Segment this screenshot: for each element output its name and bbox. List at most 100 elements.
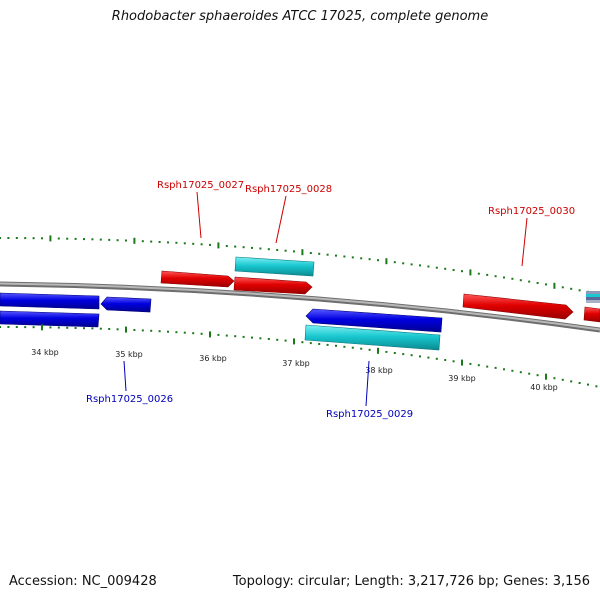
minor-tick bbox=[578, 382, 581, 384]
scale-labels: 34 kbp 35 kbp 36 kbp 37 kbp 38 kbp 39 kb… bbox=[31, 348, 558, 392]
major-tick bbox=[125, 326, 127, 333]
gene-rsph17025-0029[interactable] bbox=[305, 308, 443, 333]
minor-tick bbox=[116, 328, 119, 331]
minor-tick bbox=[435, 266, 438, 269]
minor-tick bbox=[251, 336, 253, 339]
scale-label: 36 kbp bbox=[199, 354, 227, 363]
major-tick bbox=[49, 235, 52, 242]
minor-tick bbox=[452, 360, 455, 363]
minor-tick bbox=[343, 345, 346, 348]
scale-label: 38 kbp bbox=[365, 366, 393, 375]
accession-text: Accession: NC_009428 bbox=[9, 574, 157, 589]
minor-tick bbox=[242, 335, 245, 338]
minor-tick bbox=[108, 238, 111, 241]
minor-tick bbox=[435, 357, 438, 360]
minor-tick bbox=[477, 272, 480, 275]
gene-rsph17025-0030[interactable] bbox=[462, 293, 574, 320]
minor-tick bbox=[259, 337, 262, 340]
minor-tick bbox=[335, 254, 337, 257]
label-leaders bbox=[123, 191, 528, 407]
minor-tick bbox=[519, 371, 522, 374]
leader-rsph17025-0026 bbox=[123, 360, 127, 392]
minor-tick bbox=[108, 328, 111, 330]
gene-edge-red[interactable] bbox=[583, 306, 600, 323]
minor-tick bbox=[494, 275, 497, 278]
minor-tick bbox=[326, 253, 329, 256]
gene-rsph17025-0028[interactable] bbox=[233, 276, 313, 295]
minor-tick bbox=[234, 245, 237, 248]
minor-tick bbox=[511, 369, 514, 372]
minor-tick bbox=[57, 237, 60, 240]
scale-label: 40 kbp bbox=[530, 383, 558, 392]
minor-tick bbox=[536, 282, 539, 284]
gene-label-rsph17025-0030[interactable]: Rsph17025_0030 bbox=[488, 206, 575, 217]
minor-tick bbox=[150, 329, 153, 332]
minor-tick bbox=[7, 237, 10, 239]
minor-tick bbox=[309, 342, 312, 345]
map-title: Rhodobacter sphaeroides ATCC 17025, comp… bbox=[111, 9, 489, 24]
minor-tick bbox=[402, 262, 405, 265]
minor-tick bbox=[183, 331, 186, 334]
minor-tick bbox=[511, 277, 514, 280]
minor-tick bbox=[444, 267, 447, 270]
minor-tick bbox=[192, 332, 195, 335]
gene-rsph17025-0028-frame bbox=[234, 256, 315, 277]
gene-edge-stack-1 bbox=[586, 291, 600, 294]
leader-rsph17025-0027 bbox=[196, 191, 202, 239]
major-tick bbox=[385, 258, 388, 265]
major-tick bbox=[461, 359, 463, 366]
gene-label-rsph17025-0026[interactable]: Rsph17025_0026 bbox=[86, 394, 173, 405]
minor-tick bbox=[326, 343, 329, 346]
minor-tick bbox=[276, 338, 279, 341]
minor-tick bbox=[469, 362, 472, 365]
gene-label-rsph17025-0028[interactable]: Rsph17025_0028 bbox=[245, 184, 332, 195]
minor-tick bbox=[427, 356, 430, 359]
minor-tick bbox=[595, 385, 598, 388]
gene-labels: Rsph17025_0026 Rsph17025_0027 Rsph17025_… bbox=[86, 180, 575, 420]
gene-reverse-lower-blue[interactable] bbox=[0, 310, 100, 328]
minor-tick bbox=[301, 341, 304, 344]
minor-tick bbox=[293, 250, 295, 253]
minor-tick bbox=[242, 246, 245, 249]
minor-tick bbox=[309, 252, 312, 254]
minor-tick bbox=[74, 237, 77, 240]
leader-rsph17025-0030 bbox=[521, 217, 528, 267]
gene-label-rsph17025-0029[interactable]: Rsph17025_0029 bbox=[326, 409, 413, 420]
minor-tick bbox=[74, 327, 77, 329]
minor-tick bbox=[141, 240, 144, 243]
gene-rsph17025-0025[interactable] bbox=[0, 292, 100, 310]
minor-tick bbox=[150, 240, 153, 243]
minor-tick bbox=[267, 248, 270, 251]
gene-rsph17025-0026[interactable] bbox=[100, 296, 152, 313]
minor-tick bbox=[15, 237, 18, 239]
minor-tick bbox=[99, 327, 102, 330]
minor-tick bbox=[360, 257, 363, 260]
gene-edge-stack-3 bbox=[586, 297, 600, 300]
minor-tick bbox=[217, 333, 220, 336]
gene-rsph17025-0027[interactable] bbox=[160, 270, 235, 288]
minor-tick bbox=[175, 241, 178, 244]
leader-rsph17025-0028 bbox=[275, 195, 287, 244]
minor-tick bbox=[0, 326, 1, 328]
minor-tick bbox=[452, 269, 455, 271]
minor-tick bbox=[570, 380, 573, 383]
minor-tick bbox=[175, 331, 178, 334]
minor-tick bbox=[7, 326, 10, 328]
minor-tick bbox=[419, 355, 421, 358]
minor-tick bbox=[377, 259, 379, 262]
minor-tick bbox=[486, 365, 489, 368]
gene-label-rsph17025-0027[interactable]: Rsph17025_0027 bbox=[157, 180, 244, 191]
minor-tick bbox=[24, 326, 27, 329]
minor-tick bbox=[419, 264, 421, 267]
minor-tick bbox=[49, 326, 52, 329]
genome-backbone-highlight bbox=[0, 282, 600, 331]
minor-tick bbox=[368, 348, 371, 351]
minor-tick bbox=[284, 249, 287, 252]
minor-tick bbox=[66, 326, 69, 329]
minor-tick bbox=[410, 263, 413, 266]
major-tick bbox=[209, 331, 211, 338]
minor-tick bbox=[66, 237, 69, 240]
minor-tick bbox=[393, 261, 396, 264]
minor-tick bbox=[351, 256, 354, 259]
